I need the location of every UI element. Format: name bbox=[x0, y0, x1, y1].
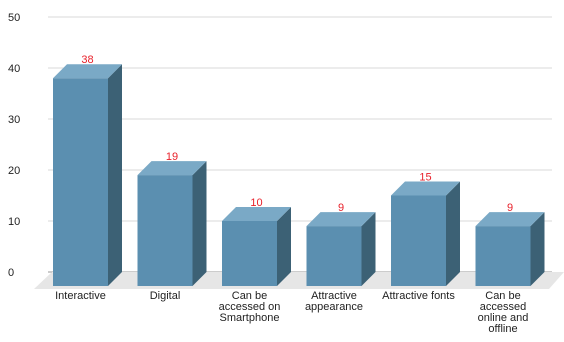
bar-side bbox=[277, 207, 291, 286]
data-label: 9 bbox=[507, 202, 513, 214]
category-label-line: Interactive bbox=[55, 290, 106, 302]
category-label-line: Can be bbox=[232, 290, 267, 302]
category-label-line: accessed on bbox=[219, 301, 281, 313]
bar bbox=[306, 212, 376, 286]
category-labels: Interactive Digital Can be accessed on Smart… bbox=[55, 290, 528, 335]
bar bbox=[475, 212, 545, 286]
data-label: 9 bbox=[338, 202, 344, 214]
bar-side bbox=[361, 212, 376, 286]
category-label-line: accessed bbox=[480, 301, 526, 313]
y-axis-ticks: 0 10 20 30 40 50 bbox=[8, 12, 20, 279]
category-label-line: appearance bbox=[305, 301, 363, 313]
bar-top bbox=[53, 64, 122, 79]
data-labels: 38 19 10 9 15 9 bbox=[81, 54, 513, 214]
data-label: 10 bbox=[250, 197, 262, 209]
bar-side bbox=[192, 161, 207, 286]
category-label-line: Attractive fonts bbox=[382, 290, 455, 302]
category-label: Can be accessed online and offline bbox=[478, 290, 529, 335]
category-label-line: Digital bbox=[150, 290, 181, 302]
y-tick-label: 30 bbox=[8, 114, 20, 126]
data-label: 19 bbox=[166, 151, 178, 163]
bar-top bbox=[475, 212, 545, 227]
y-tick-label: 50 bbox=[8, 12, 20, 24]
data-label: 15 bbox=[419, 172, 431, 184]
bars bbox=[53, 64, 545, 286]
y-tick-label: 40 bbox=[8, 63, 20, 75]
bar-top bbox=[137, 161, 207, 176]
bar-top bbox=[306, 212, 376, 227]
category-label-line: offline bbox=[488, 323, 517, 335]
category-label: Attractive fonts bbox=[382, 290, 455, 302]
bar-front bbox=[222, 221, 277, 286]
bar-side bbox=[446, 181, 460, 286]
category-label-line: Attractive bbox=[311, 290, 357, 302]
category-label-line: online and bbox=[478, 312, 529, 324]
bar-side bbox=[108, 64, 122, 286]
bar bbox=[137, 161, 207, 286]
y-tick-label: 20 bbox=[8, 165, 20, 177]
bar-top bbox=[222, 207, 291, 221]
y-tick-label: 10 bbox=[8, 216, 20, 228]
bar-front bbox=[306, 226, 362, 286]
y-tick-label: 0 bbox=[8, 267, 14, 279]
category-label: Can be accessed on Smartphone bbox=[219, 290, 281, 324]
category-label-line: Can be bbox=[485, 290, 520, 302]
bar-front bbox=[137, 175, 193, 286]
bar bbox=[391, 181, 460, 286]
bar bbox=[53, 64, 122, 286]
bar-side bbox=[530, 212, 545, 286]
category-label: Attractive appearance bbox=[305, 290, 363, 313]
bar-front bbox=[391, 195, 446, 286]
category-label-line: Smartphone bbox=[220, 312, 280, 324]
bar-front bbox=[53, 78, 108, 286]
bar-top bbox=[391, 181, 460, 196]
category-label: Interactive bbox=[55, 290, 106, 302]
category-label: Digital bbox=[150, 290, 181, 302]
bar bbox=[222, 207, 291, 286]
data-label: 38 bbox=[81, 54, 93, 66]
bar-front bbox=[475, 226, 531, 286]
